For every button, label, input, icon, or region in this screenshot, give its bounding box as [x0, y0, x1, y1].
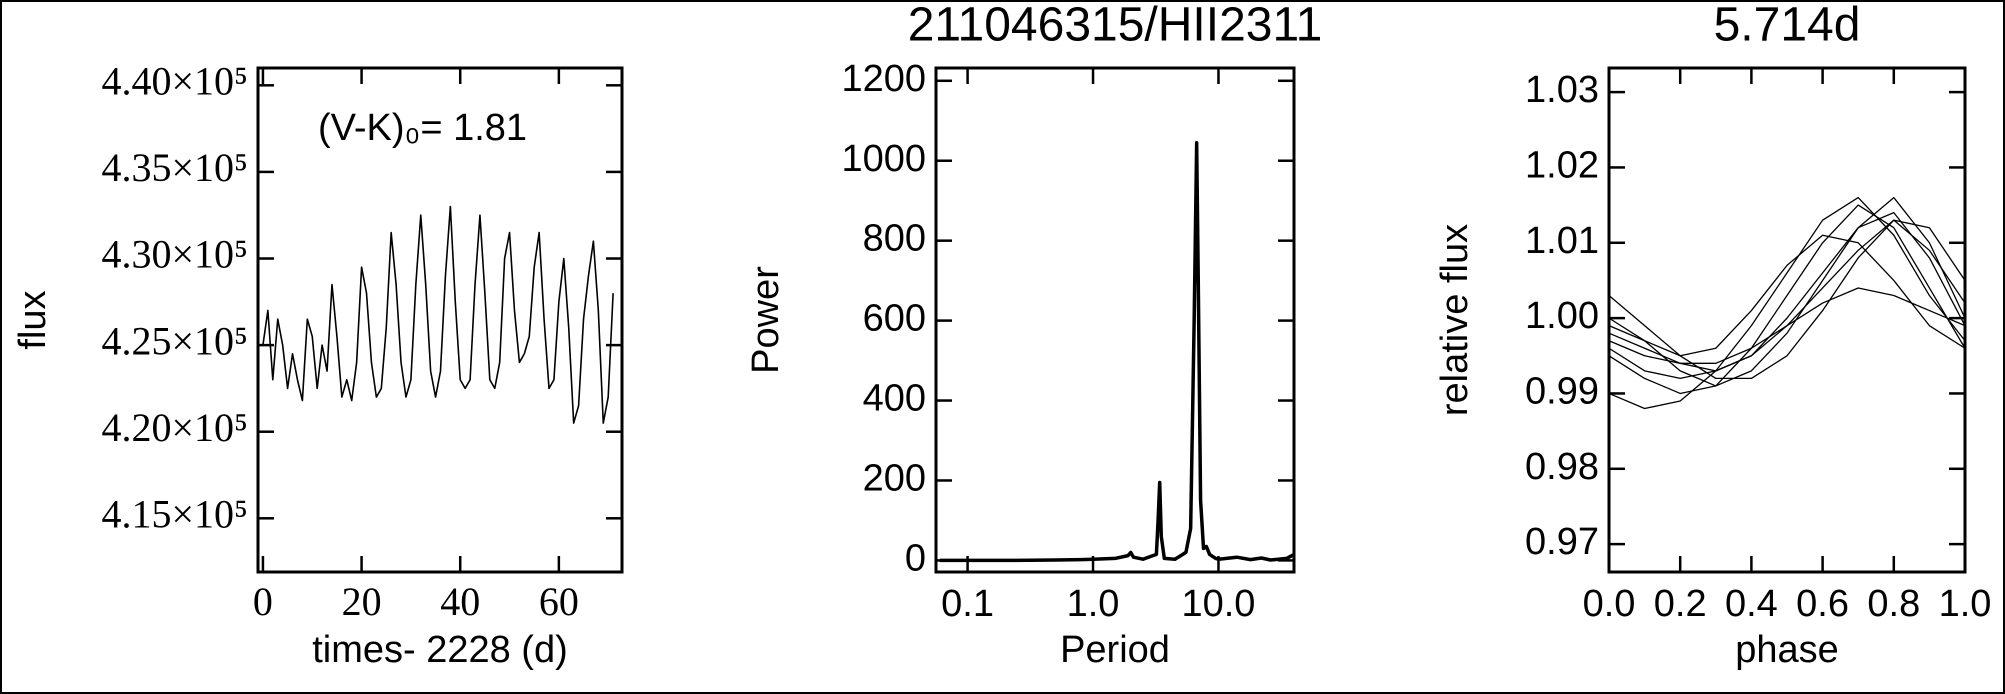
y-tick-label: 0.99 — [1525, 370, 1599, 412]
panel-title: 5.714d — [1714, 0, 1861, 52]
y-tick-label: 4.35×10⁵ — [101, 145, 248, 190]
data-line — [1608, 212, 1966, 372]
x-tick-label: 0.0 — [1583, 583, 1636, 625]
data-line — [1608, 196, 1966, 410]
y-tick-label: 4.30×10⁵ — [101, 232, 248, 277]
data-line — [939, 140, 1295, 563]
x-axis-title: Period — [1060, 629, 1170, 671]
y-axis-title: relative flux — [1434, 224, 1476, 416]
x-tick-label: 0.6 — [1796, 583, 1849, 625]
y-axis-title: Power — [745, 266, 787, 374]
panel: 4.15×10⁵ 4.20×10⁵ 4.25×10⁵ 4.30×10⁵ 4.35×10⁵… — [12, 58, 624, 671]
y-tick-label: 4.25×10⁵ — [101, 318, 248, 363]
x-tick-label: 60 — [539, 579, 579, 624]
y-tick-label: 1.02 — [1525, 144, 1599, 186]
x-tick-label: 1.0 — [1067, 583, 1120, 625]
data-line — [1608, 234, 1966, 357]
x-tick-label: 20 — [342, 579, 382, 624]
data-line — [1608, 204, 1966, 395]
panel: 0.97 0.98 0.99 1.00 1.01 1.02 1.03 0.0 0.2 0.4 0.6… — [1434, 0, 1991, 671]
y-tick-label: 1.01 — [1525, 220, 1599, 262]
y-tick-label: 400 — [863, 378, 926, 420]
data-line — [262, 205, 614, 424]
y-tick-label: 0.98 — [1525, 446, 1599, 488]
x-tick-label: 40 — [440, 579, 480, 624]
x-tick-label: 1.0 — [1939, 583, 1992, 625]
y-tick-label: 4.20×10⁵ — [101, 405, 248, 450]
plot-frame — [1607, 66, 1967, 574]
y-tick-label: 0 — [905, 537, 926, 579]
y-tick-label: 1.03 — [1525, 69, 1599, 111]
y-tick-label: 800 — [863, 218, 926, 260]
plot-frame — [256, 66, 624, 574]
y-tick-label: 1200 — [841, 58, 926, 100]
x-tick-label: 0.8 — [1867, 583, 1920, 625]
y-tick-label: 0.97 — [1525, 521, 1599, 563]
panel-title: 211046315/HII2311 — [908, 0, 1323, 52]
y-tick-label: 4.40×10⁵ — [101, 58, 248, 103]
x-tick-label: 0.1 — [941, 583, 994, 625]
data-line — [1608, 219, 1966, 380]
panel: 0 200 400 600 800 1000 1200 0.1 1.0 10.0 211046315… — [745, 0, 1322, 671]
y-axis-title: flux — [12, 290, 54, 349]
y-tick-label: 1.00 — [1525, 295, 1599, 337]
annotation: (V-K)₀= 1.81 — [318, 107, 527, 149]
data-line — [1608, 219, 1966, 380]
y-tick-label: 4.15×10⁵ — [101, 491, 248, 536]
y-tick-label: 1000 — [841, 138, 926, 180]
x-tick-label: 10.0 — [1181, 583, 1255, 625]
y-tick-label: 600 — [863, 298, 926, 340]
x-tick-label: 0 — [253, 579, 273, 624]
x-axis-title: phase — [1735, 629, 1839, 671]
x-axis-title: times- 2228 (d) — [312, 629, 568, 671]
x-tick-label: 0.2 — [1654, 583, 1707, 625]
x-tick-label: 0.4 — [1725, 583, 1778, 625]
y-tick-label: 200 — [863, 458, 926, 500]
